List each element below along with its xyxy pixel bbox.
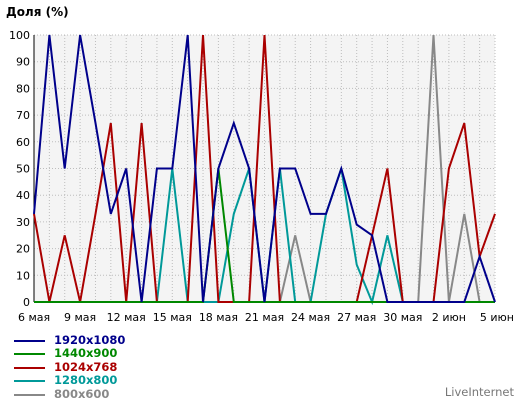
x-tick-label: 9 мая [64,311,96,324]
legend-swatch [14,380,45,383]
y-tick-label: 80 [16,82,30,95]
y-tick-label: 70 [16,109,30,122]
x-tick-label: 21 мая [245,311,284,324]
y-tick-label: 40 [16,189,30,202]
y-tick-label: 10 [16,269,30,282]
x-tick-label: 30 мая [383,311,422,324]
x-tick-label: 12 мая [107,311,146,324]
x-tick-label: 27 мая [337,311,376,324]
y-tick-label: 30 [16,216,30,229]
legend-swatch [14,393,45,396]
credit-label: LiveInternet [444,385,514,399]
legend-label: 800x600 [54,386,110,401]
y-tick-label: 0 [23,296,30,309]
legend-swatch [14,340,45,342]
line-chart: 0 10 20 30 40 50 60 70 80 90 100 Доля (%) 6 мая 9 мая… [6,5,514,324]
y-tick-label: 20 [16,243,30,256]
legend-swatch [14,366,45,369]
legend-label: 1024x768 [54,359,118,374]
y-axis-title: Доля (%) [6,5,69,19]
x-tick-label: 5 июн [480,311,514,324]
x-tick-label: 2 июн [432,311,466,324]
legend-label: 1280x800 [54,373,118,388]
y-tick-label: 50 [16,163,30,176]
y-tick-label: 90 [16,56,30,69]
x-tick-label: 18 мая [199,311,238,324]
y-tick-label: 60 [16,136,30,149]
x-tick-label: 6 мая [18,311,50,324]
legend-label: 1440x900 [54,346,118,361]
y-tick-label: 100 [9,29,30,42]
legend-swatch [14,353,45,356]
legend-label: 1920x1080 [54,333,126,347]
x-tick-label: 15 мая [153,311,192,324]
series-line-1920x1080 [33,34,496,303]
x-tick-label: 24 мая [291,311,330,324]
